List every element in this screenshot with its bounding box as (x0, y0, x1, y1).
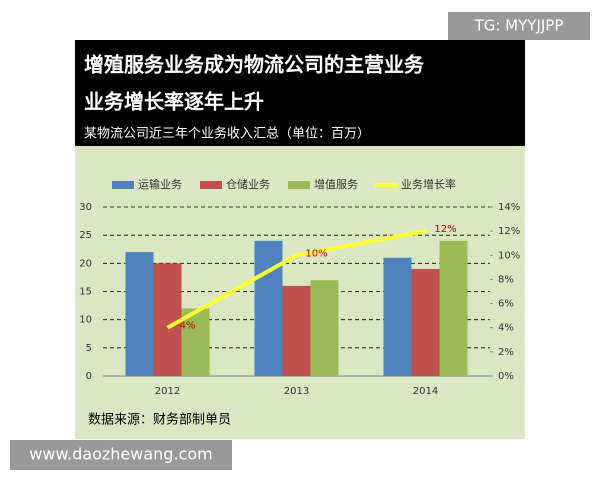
legend-label: 运输业务 (138, 177, 182, 191)
y2-tick-label: 10% (498, 250, 520, 261)
y-tick-label: 20 (79, 258, 92, 269)
data-label: 10% (305, 248, 327, 259)
legend-swatch (288, 181, 310, 189)
bar (181, 308, 210, 376)
y-tick-label: 10 (79, 315, 92, 326)
x-tick-label: 2014 (413, 386, 438, 397)
y2-tick-label: 8% (498, 274, 514, 285)
legend-swatch (200, 181, 222, 189)
title-line: 增殖服务业务成为物流公司的主营业务 (84, 53, 425, 77)
legend-label: 增值服务 (314, 177, 358, 191)
legend-swatch (112, 181, 134, 189)
y-tick-label: 0 (86, 371, 92, 382)
bar (282, 285, 311, 376)
bar (125, 252, 154, 376)
y-tick-label: 15 (79, 287, 92, 298)
bar (411, 268, 440, 376)
watermark: TG: MYYJJPP (474, 17, 564, 35)
bar (153, 263, 182, 376)
y2-tick-label: 4% (498, 323, 514, 334)
line (166, 229, 426, 330)
bar (383, 257, 412, 376)
y2-tick-label: 12% (498, 226, 520, 237)
legend-label: 业务增长率 (401, 177, 456, 191)
y2-tick-label: 0% (498, 371, 514, 382)
y2-tick-label: 14% (498, 202, 520, 213)
data-label: 12% (434, 224, 456, 235)
title-line: 业务增长率逐年上升 (84, 90, 264, 114)
header-box (75, 40, 525, 146)
y2-tick-label: 6% (498, 299, 514, 310)
watermark-box (448, 12, 590, 40)
watermark: www.daozhewang.com (29, 445, 212, 464)
x-tick-label: 2013 (284, 386, 309, 397)
x-tick-label: 2012 (155, 386, 180, 397)
watermark-box (10, 440, 232, 470)
bar (439, 240, 468, 376)
legend-label: 仓储业务 (226, 177, 270, 191)
y2-tick-label: 2% (498, 347, 514, 358)
bar (310, 280, 339, 376)
y-tick-label: 5 (86, 343, 92, 354)
subtitle: 某物流公司近三年个业务收入汇总（单位：百万） (84, 126, 370, 142)
bar (254, 240, 283, 376)
y-tick-label: 30 (79, 202, 92, 213)
data-label: 4% (180, 321, 196, 332)
y-tick-label: 25 (79, 230, 92, 241)
source: 数据来源：财务部制单员 (88, 412, 231, 428)
